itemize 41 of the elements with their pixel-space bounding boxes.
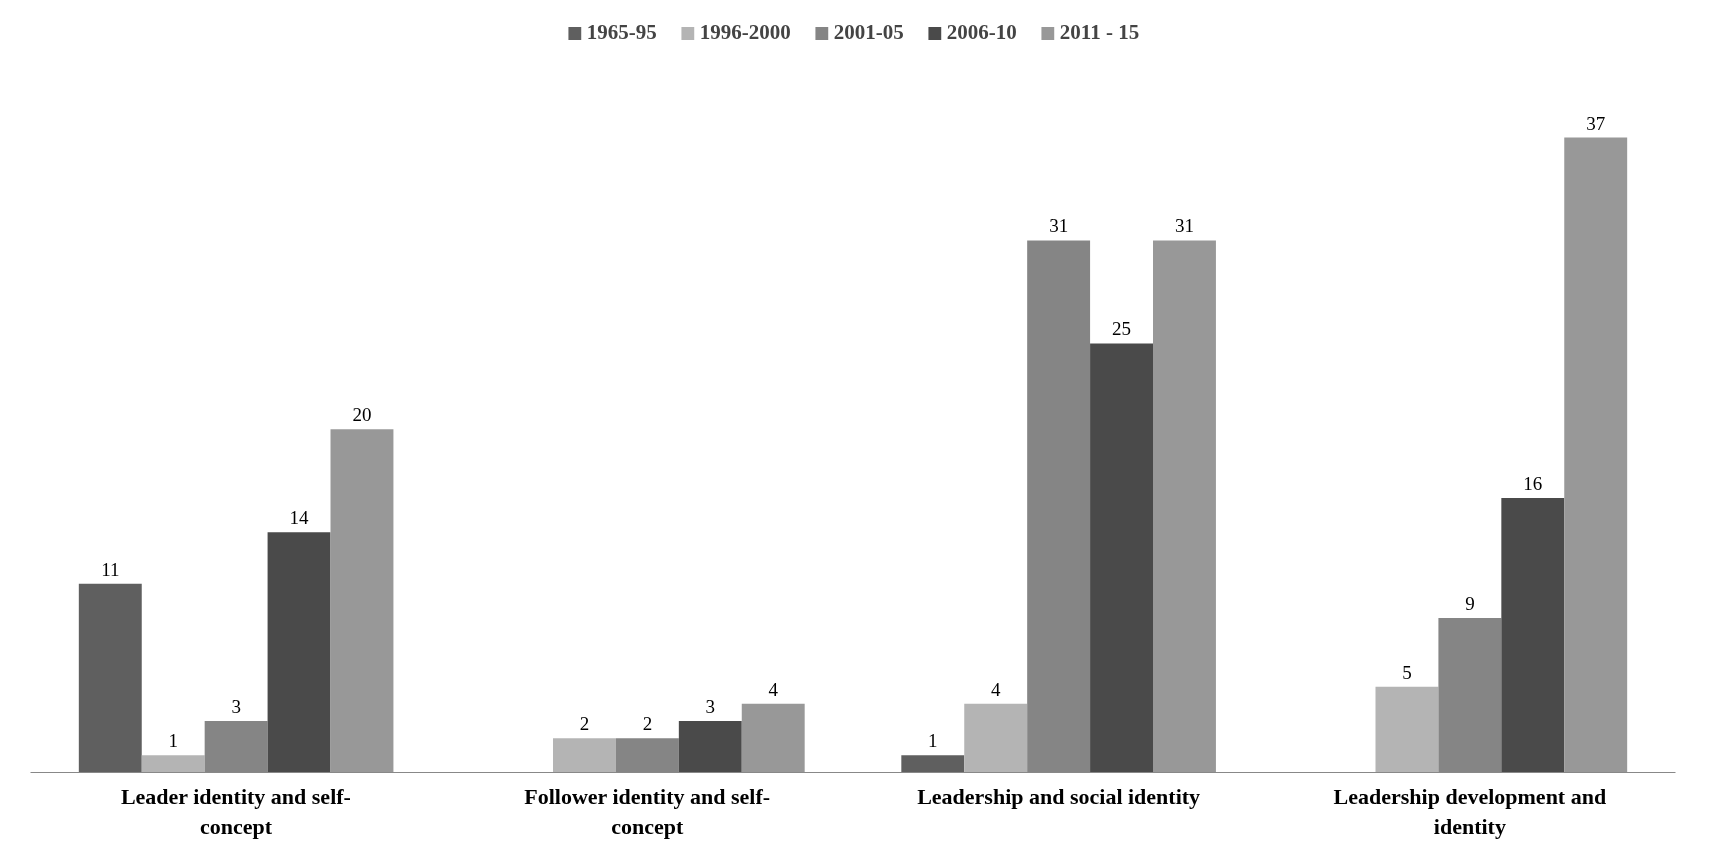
bar: [552, 738, 616, 773]
bar: [901, 755, 965, 773]
bar: [330, 429, 394, 773]
bar: [964, 703, 1028, 773]
legend-label: 2011 - 15: [1059, 20, 1140, 45]
data-label: 1: [928, 730, 938, 752]
data-label: 11: [101, 558, 120, 580]
bar: [1153, 240, 1216, 773]
data-label: 1: [168, 730, 178, 752]
data-label: 3: [231, 696, 241, 718]
bar: [78, 583, 142, 773]
data-label: 14: [289, 507, 310, 529]
legend-label: 2006-10: [946, 20, 1017, 45]
legend-label: 1996-2000: [699, 20, 791, 45]
data-label: 37: [1586, 112, 1606, 134]
x-tick-label: Leader identity and self-concept: [120, 783, 351, 839]
data-label: 31: [1049, 215, 1069, 237]
bar: [1375, 686, 1439, 773]
data-label: 4: [768, 678, 779, 700]
x-tick-label: Leadership development and identity: [1333, 783, 1607, 839]
data-label: 20: [352, 404, 372, 426]
bar: [267, 532, 331, 773]
bar: [741, 703, 805, 773]
data-label: 16: [1523, 472, 1543, 494]
x-tick-label: Follower identity and self-concept: [524, 783, 771, 839]
data-label: 9: [1465, 593, 1475, 615]
data-label: 3: [705, 696, 716, 718]
data-label: 5: [1402, 661, 1412, 683]
bar: [1090, 343, 1154, 773]
bar: [141, 755, 205, 773]
bar: [1564, 137, 1628, 773]
data-label: 2: [642, 713, 653, 735]
bar: [1501, 497, 1565, 773]
legend-label: 1965-95: [586, 20, 657, 45]
data-label: 4: [990, 678, 1001, 700]
data-label: 2: [579, 713, 590, 735]
legend-label: 2001-05: [833, 20, 904, 45]
data-label: 31: [1174, 215, 1194, 237]
x-tick-label: Leadership and social identity: [917, 783, 1201, 809]
data-label: 25: [1112, 318, 1132, 340]
bar: [678, 721, 742, 773]
